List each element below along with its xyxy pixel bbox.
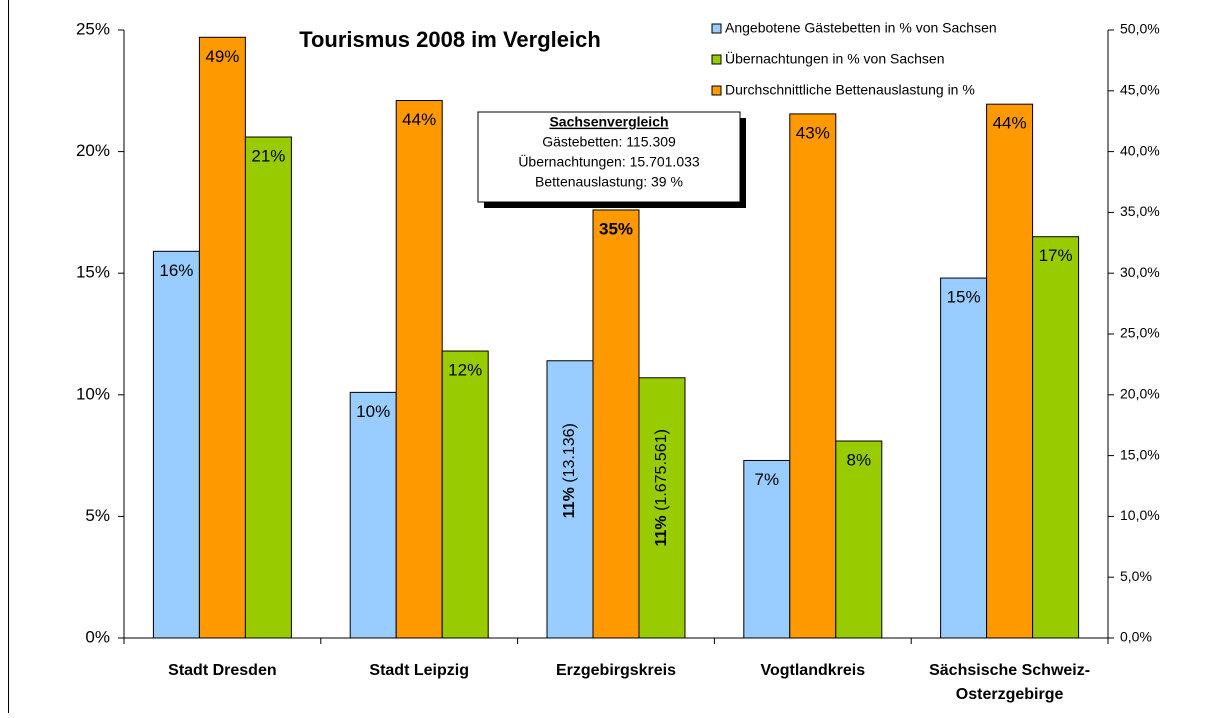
y2-tick-label: 20,0% [1120,386,1160,402]
y-tick-label: 0% [85,627,110,646]
x-tick-label: Stadt Leipzig [369,662,469,679]
annotation-line: Gästebetten: 115.309 [542,134,676,150]
x-tick-label-line: Sächsische Schweiz- [929,662,1090,679]
legend-swatch [712,86,721,95]
data-label-part: 11% [561,487,578,518]
legend-label: Übernachtungen in % von Sachsen [725,50,944,67]
bar [153,251,199,638]
data-label: 17% [1039,246,1073,265]
data-label: 44% [993,114,1027,133]
data-label: 7% [755,470,780,489]
data-label: 11% (1.675.561) [653,429,670,546]
data-label: 8% [847,450,872,469]
data-label-part: (13.136) [561,423,578,487]
legend-label: Angebotene Gästebetten in % von Sachsen [725,20,997,36]
bar [836,441,882,638]
annotation-line: Bettenauslastung: 39 % [535,174,683,190]
y2-tick-label: 5,0% [1120,568,1152,584]
legend-swatch [712,55,721,64]
legend-label: Durchschnittliche Bettenauslastung in % [725,82,975,98]
chart-title: Tourismus 2008 im Vergleich [299,27,601,52]
y2-tick-label: 15,0% [1120,446,1160,462]
bar [442,351,488,638]
annotation-line: Übernachtungen: 15.701.033 [518,153,700,170]
bar [350,392,396,638]
data-label: 15% [947,288,981,307]
x-tick-label-line: Osterzgebirge [956,686,1064,703]
data-label: 35% [599,219,633,238]
bar [396,101,442,638]
bar [245,137,291,638]
y-tick-label: 5% [85,506,110,525]
data-label: 10% [356,402,390,421]
data-label-part: 11% [653,515,670,546]
data-label: 11% (13.136) [561,423,578,518]
bar [1033,237,1079,638]
x-tick-label: Vogtlandkreis [760,662,865,679]
bar [790,114,836,638]
x-tick-label: Erzgebirgskreis [556,662,676,679]
bar [593,210,639,638]
y-tick-label: 10% [76,384,110,403]
y2-tick-label: 40,0% [1120,142,1160,158]
annotation-title: Sachsenvergleich [549,114,668,130]
y-tick-label: 15% [76,263,110,282]
data-label: 43% [796,123,830,142]
y2-tick-label: 0,0% [1120,629,1152,645]
data-label: 12% [448,361,482,380]
bar [199,37,245,638]
y-tick-label: 25% [76,19,110,38]
y2-tick-label: 45,0% [1120,82,1160,98]
x-tick-label: Stadt Dresden [168,662,276,679]
data-label: 49% [205,47,239,66]
y2-tick-label: 50,0% [1120,21,1160,37]
y2-tick-label: 35,0% [1120,203,1160,219]
data-label: 16% [159,261,193,280]
bar [987,104,1033,638]
data-label-part: (1.675.561) [653,429,670,515]
legend-swatch [712,24,721,33]
y-tick-label: 20% [76,141,110,160]
bar [941,278,987,638]
data-label: 21% [251,146,285,165]
y2-tick-label: 30,0% [1120,264,1160,280]
data-label: 44% [402,110,436,129]
y2-tick-label: 25,0% [1120,325,1160,341]
y2-tick-label: 10,0% [1120,507,1160,523]
